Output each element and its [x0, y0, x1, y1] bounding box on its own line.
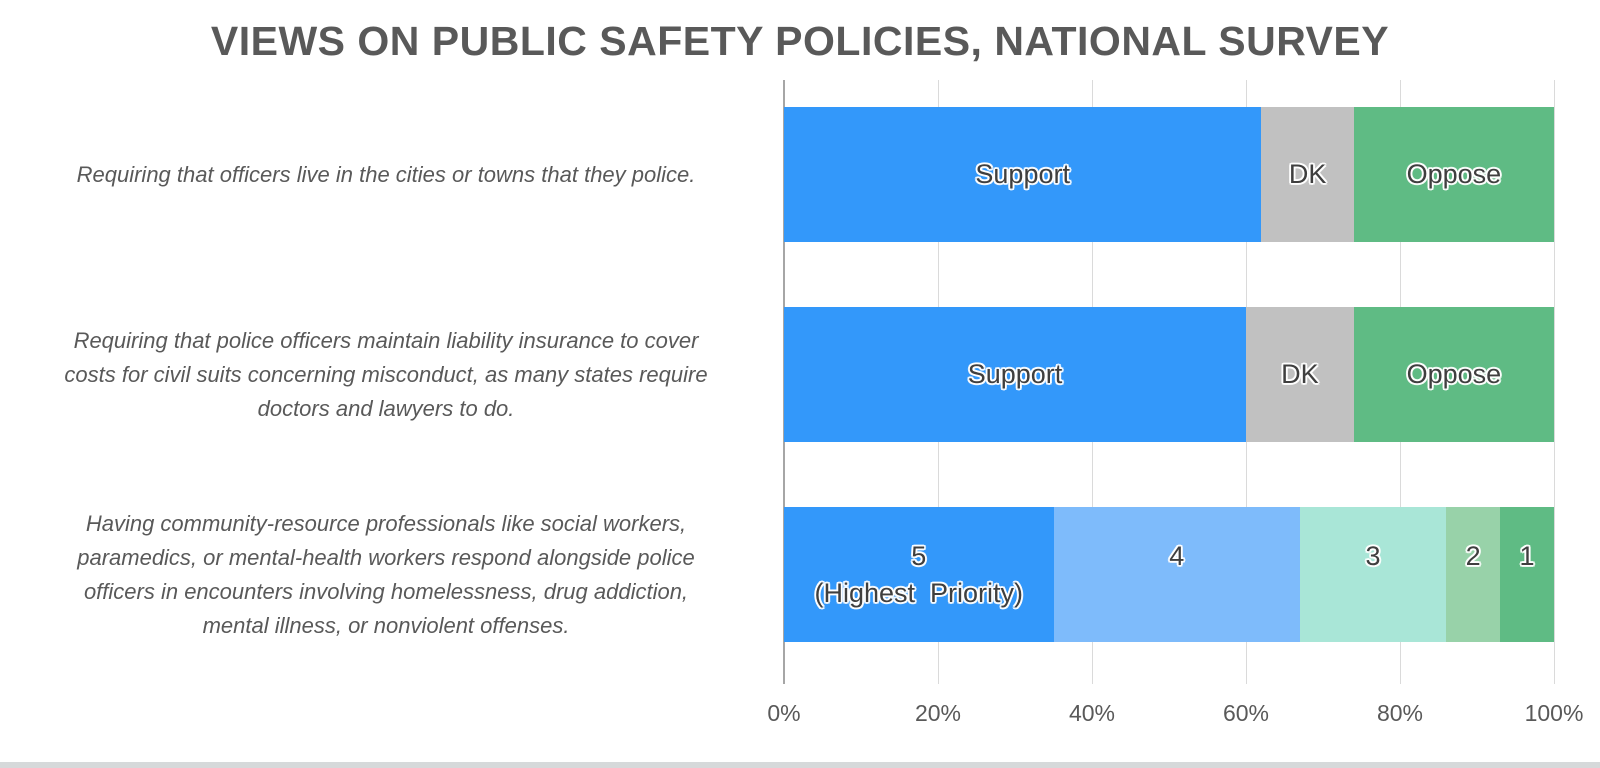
segment-label-line: 5 — [911, 540, 927, 571]
x-axis: 0% 20% 40% 60% 80% 100% — [767, 700, 1583, 740]
segment-label-subline — [1520, 575, 1535, 612]
chart-title: VIEWS ON PUBLIC SAFETY POLICIES, NATIONA… — [210, 18, 1390, 64]
segment-label-line: Oppose — [1406, 159, 1502, 189]
category-label-line: Requiring that police officers maintain … — [73, 327, 699, 353]
segment-label-line: 3 — [1365, 540, 1381, 571]
category-label-line: Requiring that officers live in the citi… — [76, 161, 696, 187]
segment-label: 1 — [1520, 538, 1535, 612]
segment-label-line: 2 — [1465, 540, 1481, 571]
segment-label-line: DK — [1281, 359, 1319, 389]
category-label-line: Having community-resource professionals … — [85, 510, 687, 536]
stacked-bar: Support DK Oppose — [784, 107, 1555, 242]
category-label-line: costs for civil suits concerning miscond… — [64, 361, 708, 387]
plot-area: Support DK Oppose Support DK Oppose 5 (Highest … — [783, 80, 1555, 684]
segment-label: 3 — [1366, 538, 1381, 612]
category-label-line: officers in encounters involving homeles… — [83, 578, 689, 604]
bar-segment-3: 3 — [1299, 507, 1447, 642]
bar-segment-support: Support — [784, 107, 1262, 242]
segment-label: 5 (Highest Priority) — [814, 538, 1023, 612]
row-labels-column: Requiring that officers live in the citi… — [10, 0, 762, 768]
segment-label-subline — [1169, 575, 1184, 612]
category-label-line: doctors and lawyers to do. — [257, 395, 515, 421]
x-axis-tick-label: 80% — [1376, 700, 1424, 726]
bottom-border — [0, 762, 1600, 768]
segment-label-line: 1 — [1519, 540, 1535, 571]
segment-label-line: Support — [975, 159, 1070, 189]
segment-label-line: DK — [1288, 159, 1327, 189]
segment-label-line: Oppose — [1406, 359, 1502, 389]
bar-segment-support: Support — [784, 307, 1246, 442]
segment-label: 4 — [1169, 538, 1184, 612]
bar-segment-4: 4 — [1053, 507, 1300, 642]
segment-label: DK — [1289, 156, 1327, 193]
segment-label: Support — [975, 156, 1070, 193]
category-label: Having community-resource professionals … — [10, 507, 762, 642]
segment-label: DK — [1281, 356, 1319, 393]
segment-label: Support — [968, 356, 1063, 393]
segment-label-line: 4 — [1169, 540, 1185, 571]
bar-segment-dk: DK — [1246, 307, 1354, 442]
x-axis-tick-label: 100% — [1524, 700, 1584, 726]
gridline — [1554, 80, 1555, 684]
segment-label-subline — [1366, 575, 1381, 612]
stacked-bar: 5 (Highest Priority) 4 3 2 1 — [784, 507, 1555, 642]
segment-label-subline — [1466, 575, 1481, 612]
category-label: Requiring that police officers maintain … — [10, 307, 762, 442]
bar-segment-oppose: Oppose — [1353, 107, 1555, 242]
bar-segment-oppose: Oppose — [1353, 307, 1554, 442]
segment-label: Oppose — [1407, 356, 1502, 393]
segment-label: 2 — [1466, 538, 1481, 612]
stacked-bar: Support DK Oppose — [784, 307, 1554, 442]
category-label: Requiring that officers live in the citi… — [10, 107, 762, 242]
segment-label-subline: (Highest Priority) — [814, 577, 1024, 608]
bar-segment-2: 2 — [1446, 507, 1501, 642]
bar-segment-dk: DK — [1261, 107, 1354, 242]
segment-label-line: Support — [967, 359, 1063, 389]
x-axis-tick-label: 0% — [767, 700, 801, 726]
category-label-line: paramedics, or mental-health workers res… — [77, 544, 695, 570]
bar-segment-1: 1 — [1500, 507, 1555, 642]
category-label-line: mental illness, or nonviolent offenses. — [202, 612, 570, 638]
x-axis-tick-label: 40% — [1068, 700, 1116, 726]
x-axis-tick-label: 60% — [1222, 700, 1270, 726]
segment-label: Oppose — [1407, 156, 1502, 193]
bar-segment-5-highest-priority: 5 (Highest Priority) — [784, 507, 1054, 642]
x-axis-tick-label: 20% — [914, 700, 962, 726]
